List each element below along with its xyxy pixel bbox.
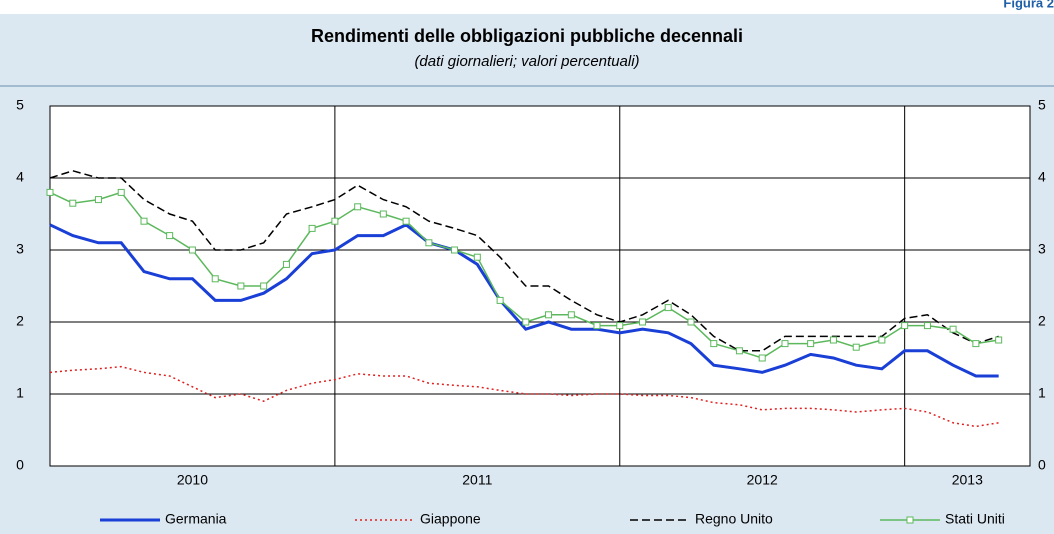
y-tick-label: 1 (16, 385, 24, 401)
series-line (49, 365, 999, 428)
y2-tick-label: 3 (1038, 241, 1046, 257)
figure-label: Figura 2 (1003, 0, 1054, 10)
point-marker (282, 260, 290, 268)
y2-tick-label: 2 (1038, 313, 1046, 329)
point-marker (758, 354, 766, 362)
point-marker (616, 322, 624, 330)
series-line (49, 223, 999, 378)
point-marker (522, 318, 530, 326)
point-marker (995, 336, 1003, 344)
point-marker (901, 322, 909, 330)
point-marker (781, 340, 789, 348)
point-marker (425, 239, 433, 247)
point-marker (735, 347, 743, 355)
point-marker (593, 322, 601, 330)
point-marker (451, 246, 459, 254)
point-marker (117, 188, 125, 196)
point-marker (46, 188, 54, 196)
chart-subtitle: (dati giornalieri; valori percentuali) (414, 53, 639, 70)
y-tick-label: 4 (16, 169, 24, 185)
point-marker (972, 340, 980, 348)
y2-tick-label: 4 (1038, 169, 1046, 185)
point-marker (237, 282, 245, 290)
point-marker (211, 275, 219, 283)
point-marker (94, 196, 102, 204)
point-marker (567, 311, 575, 319)
point-marker (166, 232, 174, 240)
legend-label: Giappone (420, 511, 481, 527)
plot-area (49, 105, 1031, 467)
legend-marker (906, 516, 914, 524)
y-tick-label: 5 (16, 97, 24, 113)
point-marker (807, 340, 815, 348)
top-strip (0, 0, 1054, 14)
point-marker (852, 343, 860, 351)
x-tick-label: 2011 (462, 472, 492, 488)
point-marker (188, 246, 196, 254)
point-marker (260, 282, 268, 290)
y2-tick-label: 1 (1038, 385, 1046, 401)
point-marker (496, 296, 504, 304)
y-tick-label: 3 (16, 241, 24, 257)
x-tick-label: 2012 (747, 472, 778, 488)
chart-title: Rendimenti delle obbligazioni pubbliche … (311, 26, 743, 46)
point-marker (69, 199, 77, 207)
point-marker (308, 224, 316, 232)
x-tick-label: 2010 (177, 472, 208, 488)
point-marker (687, 318, 695, 326)
point-marker (379, 210, 387, 218)
legend-label: Regno Unito (695, 511, 773, 527)
point-marker (354, 203, 362, 211)
legend-label: Germania (165, 511, 227, 527)
point-marker (949, 325, 957, 333)
x-tick-label: 2013 (952, 472, 983, 488)
point-marker (331, 217, 339, 225)
y2-tick-label: 0 (1038, 457, 1046, 473)
point-marker (829, 336, 837, 344)
legend-label: Stati Uniti (945, 511, 1005, 527)
point-marker (545, 311, 553, 319)
point-marker (923, 322, 931, 330)
y-tick-label: 0 (16, 457, 24, 473)
point-marker (878, 336, 886, 344)
point-marker (710, 340, 718, 348)
point-marker (473, 253, 481, 261)
point-marker (664, 304, 672, 312)
y2-tick-label: 5 (1038, 97, 1046, 113)
point-marker (140, 217, 148, 225)
y-tick-label: 2 (16, 313, 24, 329)
point-marker (639, 318, 647, 326)
point-marker (402, 217, 410, 225)
series-line (49, 170, 999, 352)
